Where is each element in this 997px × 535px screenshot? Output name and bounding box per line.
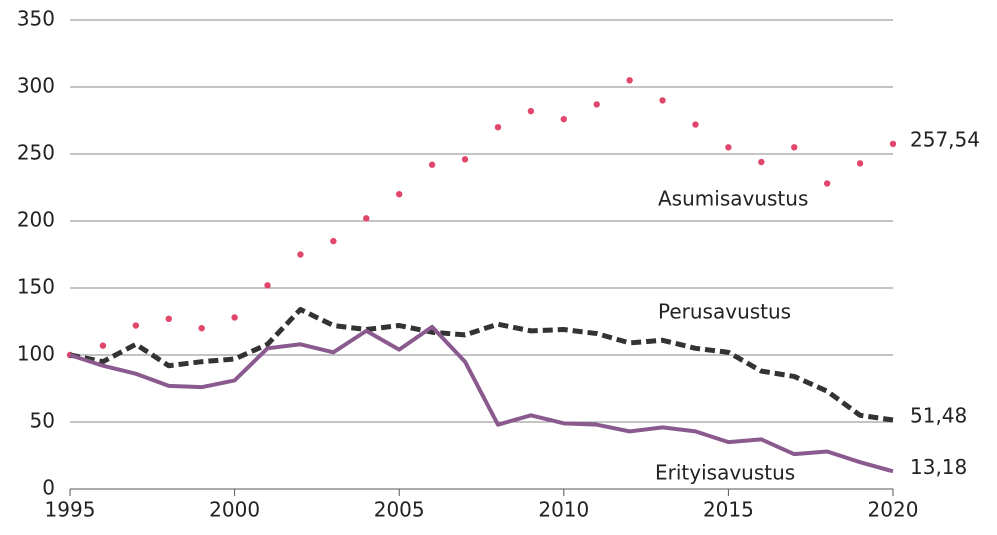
y-tick-label: 150: [17, 275, 55, 299]
x-tick-label: 2020: [868, 498, 919, 522]
data-point: [363, 215, 370, 222]
data-point: [231, 314, 238, 321]
data-point: [264, 282, 271, 289]
data-point: [626, 77, 633, 84]
x-tick-label: 2005: [374, 498, 425, 522]
y-tick-label: 100: [17, 342, 55, 366]
data-point: [889, 140, 897, 148]
data-point: [725, 144, 732, 151]
y-tick-label: 0: [42, 476, 55, 500]
y-tick-label: 250: [17, 141, 55, 165]
data-point: [165, 315, 172, 323]
data-point: [823, 180, 831, 187]
data-point: [494, 124, 502, 131]
data-point: [461, 156, 469, 163]
y-tick-label: 300: [17, 74, 55, 98]
data-point: [791, 144, 798, 151]
value-label: 51,48: [910, 404, 967, 428]
series-label: Erityisavustus: [655, 461, 795, 485]
value-label: 13,18: [910, 455, 967, 479]
x-tick-label: 2000: [209, 498, 260, 522]
data-point: [198, 325, 205, 332]
y-tick-label: 50: [30, 409, 55, 433]
series-line: [69, 324, 894, 474]
x-tick-label: 1995: [45, 498, 96, 522]
data-point: [856, 160, 864, 167]
y-tick-label: 350: [17, 7, 55, 31]
y-tick-label: 200: [17, 208, 55, 232]
data-point: [659, 97, 666, 104]
series-label: Asumisavustus: [658, 187, 808, 211]
x-tick-label: 2015: [703, 498, 754, 522]
data-point: [330, 237, 337, 245]
series-label: Perusavustus: [658, 300, 791, 324]
data-point: [692, 121, 699, 128]
x-tick-label: 2010: [538, 498, 589, 522]
data-point: [560, 115, 567, 123]
data-point: [99, 342, 107, 349]
data-point: [593, 101, 600, 108]
data-point: [758, 158, 765, 166]
series-line: [69, 306, 894, 423]
data-point: [396, 191, 403, 198]
data-point: [428, 161, 436, 168]
value-label: 257,54: [910, 127, 980, 151]
data-point: [297, 251, 304, 258]
data-point: [132, 322, 140, 329]
data-point: [527, 107, 535, 115]
